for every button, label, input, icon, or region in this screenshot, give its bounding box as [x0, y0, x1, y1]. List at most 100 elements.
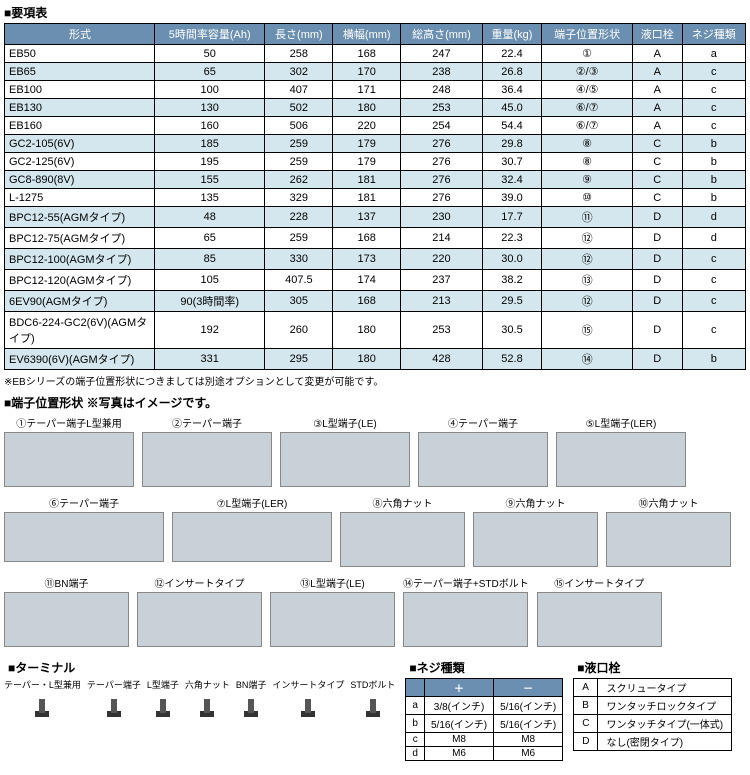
- screw-row: cM8M8: [406, 733, 563, 747]
- data-cell: 192: [155, 312, 265, 349]
- data-cell: 238: [401, 63, 483, 81]
- data-cell: b: [682, 135, 745, 153]
- note: ※EBシリーズの端子位置形状につきましては別途オプションとして変更が可能です。: [4, 373, 750, 388]
- terminal-shape-image: [280, 432, 410, 487]
- model-cell: L-1275: [5, 189, 155, 207]
- data-cell: 17.7: [482, 207, 542, 228]
- data-cell: 305: [265, 291, 333, 312]
- data-cell: 36.4: [482, 81, 542, 99]
- terminal-shape-item: ⑩六角ナット: [606, 495, 731, 567]
- data-cell: c: [682, 249, 745, 270]
- data-cell: 428: [401, 349, 483, 370]
- data-cell: 171: [333, 81, 401, 99]
- data-cell: C: [632, 135, 682, 153]
- screw-cell: M6: [494, 747, 563, 761]
- terminal-shape-label: ⑪BN端子: [45, 575, 89, 590]
- data-cell: 185: [155, 135, 265, 153]
- data-cell: D: [632, 207, 682, 228]
- model-cell: EB65: [5, 63, 155, 81]
- data-cell: ④/⑤: [542, 81, 633, 99]
- data-cell: 26.8: [482, 63, 542, 81]
- table-row: BPC12-120(AGMタイプ)105407.517423738.2⑬Dc: [5, 270, 746, 291]
- data-cell: ⑬: [542, 270, 633, 291]
- terminal-shape-label: ④テーパー端子: [448, 415, 518, 430]
- table-row: EB13013050218025345.0⑥/⑦Ac: [5, 99, 746, 117]
- terminal-shape-title: ■端子位置形状 ※写真はイメージです。: [4, 394, 750, 411]
- data-cell: 168: [333, 45, 401, 63]
- data-cell: 237: [401, 270, 483, 291]
- data-cell: A: [632, 99, 682, 117]
- terminal-shape-item: ①テーパー端子L型兼用: [4, 415, 134, 487]
- model-cell: GC2-125(6V): [5, 153, 155, 171]
- data-cell: 135: [155, 189, 265, 207]
- data-cell: 195: [155, 153, 265, 171]
- terminal-type-label: インサートタイプ: [272, 678, 344, 691]
- data-cell: c: [682, 312, 745, 349]
- terminal-shape-item: ⑭テーパー端子+STDボルト: [403, 575, 529, 647]
- data-cell: ⑮: [542, 312, 633, 349]
- cap-cell: ワンタッチロックタイプ: [598, 697, 732, 715]
- terminal-type-item: テーパー端子: [87, 678, 141, 723]
- terminal-shape-item: ③L型端子(LE): [280, 415, 410, 487]
- screw-cell: M8: [424, 733, 493, 747]
- terminal-shape-label: ⑨六角ナット: [506, 495, 566, 510]
- terminal-type-item: テーパー・L型兼用: [4, 678, 81, 723]
- screw-cell: c: [406, 733, 425, 747]
- cap-table: AスクリュータイプBワンタッチロックタイプCワンタッチタイプ(一体式)Dなし(密…: [573, 678, 732, 751]
- data-cell: 302: [265, 63, 333, 81]
- terminal-type-item: L型端子: [147, 678, 179, 723]
- col-header: 横幅(mm): [333, 24, 401, 45]
- data-cell: 330: [265, 249, 333, 270]
- terminal-shape-label: ⑫インサートタイプ: [155, 575, 245, 590]
- terminal-shape-item: ⑮インサートタイプ: [537, 575, 662, 647]
- terminal-shape-label: ⑮インサートタイプ: [554, 575, 644, 590]
- terminal-type-icon: [193, 691, 221, 723]
- data-cell: ⑩: [542, 189, 633, 207]
- table-row: GC2-105(6V)18525917927629.8⑧Cb: [5, 135, 746, 153]
- data-cell: 105: [155, 270, 265, 291]
- data-cell: 170: [333, 63, 401, 81]
- terminal-shape-item: ⑧六角ナット: [340, 495, 465, 567]
- col-header: 総高さ(mm): [401, 24, 483, 45]
- data-cell: A: [632, 63, 682, 81]
- data-cell: c: [682, 291, 745, 312]
- terminal-shape-image: [4, 592, 129, 647]
- data-cell: 228: [265, 207, 333, 228]
- data-cell: ⑧: [542, 135, 633, 153]
- terminal-shape-item: ⑬L型端子(LE): [270, 575, 395, 647]
- data-cell: 85: [155, 249, 265, 270]
- data-cell: c: [682, 99, 745, 117]
- screw-header: ＋: [424, 679, 493, 697]
- data-cell: 258: [265, 45, 333, 63]
- col-header: 液口栓: [632, 24, 682, 45]
- data-cell: 50: [155, 45, 265, 63]
- data-cell: ⑨: [542, 171, 633, 189]
- model-cell: 6EV90(AGMタイプ): [5, 291, 155, 312]
- data-cell: ⑪: [542, 207, 633, 228]
- terminal-shape-label: ⑬L型端子(LE): [300, 575, 364, 590]
- terminal-shape-image: [340, 512, 465, 567]
- terminal-shape-image: [172, 512, 332, 562]
- terminal-shape-label: ②テーパー端子: [172, 415, 242, 430]
- screw-cell: 3/8(インチ): [424, 697, 493, 715]
- data-cell: ⑫: [542, 228, 633, 249]
- model-cell: EB50: [5, 45, 155, 63]
- data-cell: 180: [333, 99, 401, 117]
- cap-cell: D: [574, 733, 598, 751]
- data-cell: 155: [155, 171, 265, 189]
- model-cell: GC8-890(8V): [5, 171, 155, 189]
- data-cell: ⑥/⑦: [542, 99, 633, 117]
- col-header: 端子位置形状: [542, 24, 633, 45]
- data-cell: 100: [155, 81, 265, 99]
- model-cell: EV6390(6V)(AGMタイプ): [5, 349, 155, 370]
- data-cell: ⑭: [542, 349, 633, 370]
- data-cell: 168: [333, 291, 401, 312]
- data-cell: b: [682, 171, 745, 189]
- data-cell: c: [682, 63, 745, 81]
- data-cell: 32.4: [482, 171, 542, 189]
- data-cell: 179: [333, 135, 401, 153]
- terminal-shape-image: [137, 592, 262, 647]
- data-cell: A: [632, 45, 682, 63]
- data-cell: 253: [401, 99, 483, 117]
- data-cell: ②/③: [542, 63, 633, 81]
